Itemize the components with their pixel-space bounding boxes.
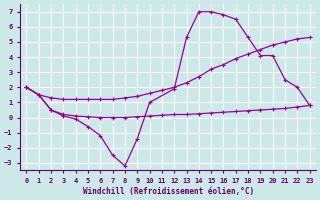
X-axis label: Windchill (Refroidissement éolien,°C): Windchill (Refroidissement éolien,°C)	[83, 187, 254, 196]
